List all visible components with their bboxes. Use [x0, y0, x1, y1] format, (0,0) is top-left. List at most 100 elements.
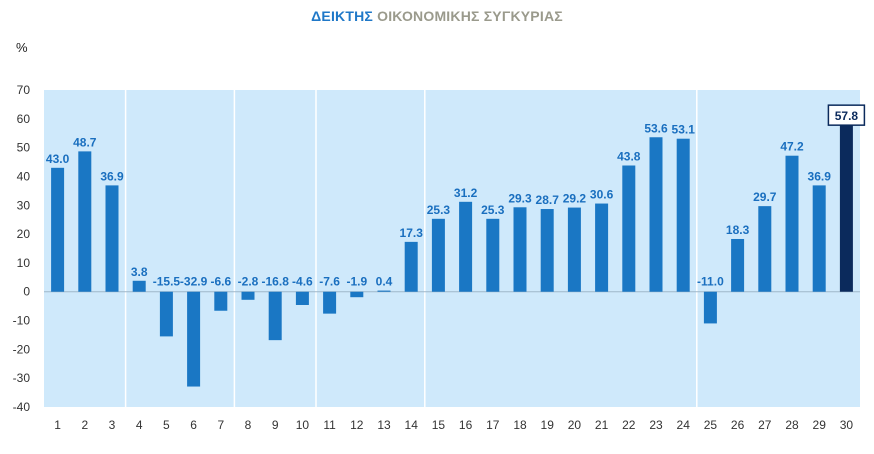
x-tick-label: 16 [459, 418, 473, 432]
chart-title-part1: ΔΕΙΚΤΗΣ [311, 8, 374, 24]
bar [812, 185, 826, 292]
data-label: 30.6 [590, 188, 614, 202]
bar [459, 201, 473, 292]
x-tick-label: 5 [163, 418, 170, 432]
x-tick-label: 12 [350, 418, 364, 432]
x-tick-label: 15 [432, 418, 446, 432]
data-label: -11.0 [697, 275, 724, 289]
data-label: 47.2 [780, 140, 804, 154]
x-tick-label: 29 [813, 418, 827, 432]
y-tick-label: -30 [13, 371, 31, 385]
bar [159, 291, 173, 337]
data-label: -2.8 [238, 275, 259, 289]
y-tick-label: 40 [17, 169, 31, 183]
data-label: 17.3 [400, 226, 424, 240]
y-tick-label: -40 [13, 400, 31, 414]
bar [377, 290, 391, 292]
data-label: -1.9 [346, 275, 367, 289]
x-tick-label: 13 [377, 418, 391, 432]
y-tick-label: 20 [17, 227, 31, 241]
bar [241, 291, 255, 300]
data-label: -4.6 [292, 275, 313, 289]
data-label: -6.6 [210, 275, 231, 289]
x-tick-label: 20 [568, 418, 582, 432]
bar [731, 238, 745, 292]
data-label: -15.5 [153, 275, 181, 289]
x-tick-label: 3 [109, 418, 116, 432]
bar [214, 291, 228, 311]
y-tick-label: 30 [17, 198, 31, 212]
data-label: 57.8 [835, 109, 859, 123]
data-label: 43.8 [617, 150, 641, 164]
data-label: 31.2 [454, 186, 478, 200]
x-tick-label: 26 [731, 418, 745, 432]
bar [622, 165, 636, 292]
data-label: 36.9 [100, 169, 124, 183]
bar [486, 218, 500, 292]
data-label: 29.2 [563, 192, 587, 206]
x-tick-label: 1 [54, 418, 61, 432]
x-tick-label: 10 [296, 418, 310, 432]
data-label: 53.1 [672, 123, 696, 137]
x-tick-label: 8 [245, 418, 252, 432]
bar [839, 125, 853, 292]
data-label: -32.9 [180, 275, 208, 289]
x-tick-label: 24 [677, 418, 691, 432]
bar [758, 206, 772, 292]
x-tick-label: 14 [405, 418, 419, 432]
data-label: -16.8 [262, 275, 290, 289]
x-tick-label: 21 [595, 418, 609, 432]
bar [595, 203, 609, 292]
y-tick-label: 60 [17, 112, 31, 126]
data-label: 18.3 [726, 223, 750, 237]
data-label: 48.7 [73, 135, 97, 149]
data-label: -7.6 [319, 275, 340, 289]
y-tick-label: -10 [13, 314, 31, 328]
data-label: 43.0 [46, 152, 70, 166]
bar [785, 155, 799, 292]
x-tick-label: 7 [217, 418, 224, 432]
bar [132, 280, 146, 292]
bar [431, 218, 445, 292]
bar [649, 137, 663, 292]
chart-title-part2: ΟΙΚΟΝΟΜΙΚΗΣ ΣΥΓΚΥΡΙΑΣ [377, 8, 563, 24]
x-tick-label: 18 [513, 418, 527, 432]
y-tick-label: 70 [17, 83, 31, 97]
bar [513, 207, 527, 292]
x-tick-label: 28 [785, 418, 799, 432]
bar [105, 185, 119, 292]
data-label: 25.3 [481, 203, 505, 217]
bar [567, 207, 581, 292]
plot-background [44, 90, 860, 407]
bar [676, 138, 690, 292]
bar [540, 209, 554, 292]
data-label: 29.3 [508, 191, 532, 205]
y-tick-label: 0 [23, 285, 30, 299]
chart-title: ΔΕΙΚΤΗΣ ΟΙΚΟΝΟΜΙΚΗΣ ΣΥΓΚΥΡΙΑΣ [0, 8, 874, 24]
y-tick-label: -20 [13, 342, 31, 356]
x-tick-label: 11 [323, 418, 336, 432]
x-tick-label: 4 [136, 418, 143, 432]
y-tick-label: 10 [17, 256, 31, 270]
data-label: 28.7 [536, 193, 560, 207]
bar [295, 291, 309, 305]
x-tick-label: 17 [486, 418, 500, 432]
x-tick-label: 22 [622, 418, 636, 432]
x-tick-label: 2 [81, 418, 88, 432]
x-tick-label: 19 [541, 418, 555, 432]
data-label: 3.8 [131, 265, 148, 279]
bar [323, 291, 337, 314]
x-tick-label: 30 [840, 418, 854, 432]
data-label: 29.7 [753, 190, 777, 204]
bar [350, 291, 364, 298]
bar [187, 291, 201, 387]
highlight-label-box [827, 104, 866, 126]
bar [78, 151, 92, 292]
x-tick-label: 23 [649, 418, 663, 432]
x-tick-label: 25 [704, 418, 718, 432]
y-tick-label: 50 [17, 141, 31, 155]
bar [268, 291, 282, 341]
bar [404, 241, 418, 292]
bar [51, 167, 65, 292]
